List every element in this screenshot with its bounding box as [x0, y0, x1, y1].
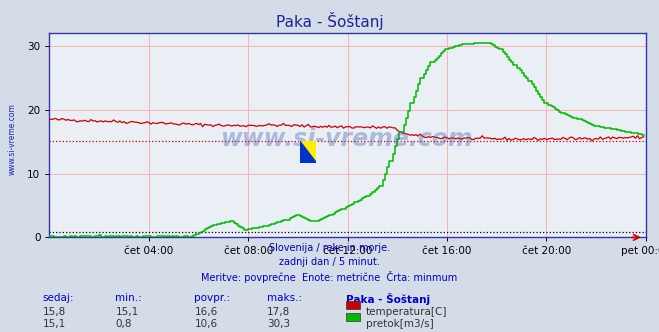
Text: 15,8: 15,8 — [43, 307, 66, 317]
Text: 0,8: 0,8 — [115, 319, 132, 329]
Text: 16,6: 16,6 — [194, 307, 217, 317]
Text: www.si-vreme.com: www.si-vreme.com — [221, 127, 474, 151]
Text: 15,1: 15,1 — [115, 307, 138, 317]
Text: min.:: min.: — [115, 293, 142, 303]
Text: 30,3: 30,3 — [267, 319, 290, 329]
Text: povpr.:: povpr.: — [194, 293, 231, 303]
Text: sedaj:: sedaj: — [43, 293, 74, 303]
Text: Paka - Šoštanj: Paka - Šoštanj — [275, 12, 384, 30]
Text: temperatura[C]: temperatura[C] — [366, 307, 447, 317]
Text: maks.:: maks.: — [267, 293, 302, 303]
Text: zadnji dan / 5 minut.: zadnji dan / 5 minut. — [279, 257, 380, 267]
Text: Slovenija / reke in morje.: Slovenija / reke in morje. — [269, 243, 390, 253]
Text: Meritve: povprečne  Enote: metrične  Črta: minmum: Meritve: povprečne Enote: metrične Črta:… — [202, 271, 457, 283]
Text: 17,8: 17,8 — [267, 307, 290, 317]
Text: 10,6: 10,6 — [194, 319, 217, 329]
Text: pretok[m3/s]: pretok[m3/s] — [366, 319, 434, 329]
Text: 15,1: 15,1 — [43, 319, 66, 329]
Polygon shape — [300, 141, 316, 163]
Text: Paka - Šoštanj: Paka - Šoštanj — [346, 293, 430, 305]
Text: www.si-vreme.com: www.si-vreme.com — [8, 104, 17, 175]
